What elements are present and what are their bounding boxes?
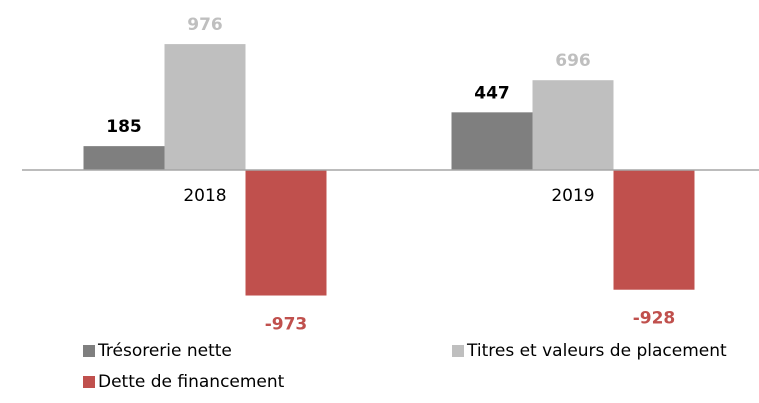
legend-swatch xyxy=(83,345,95,357)
value-label: 976 xyxy=(187,15,223,35)
value-label: -973 xyxy=(265,315,308,335)
legend-swatch xyxy=(83,376,95,388)
legend-label: Dette de financement xyxy=(98,372,285,392)
legend-label: Trésorerie nette xyxy=(97,341,232,361)
bar xyxy=(532,80,614,170)
value-label: 447 xyxy=(474,83,510,103)
bar xyxy=(164,44,246,170)
bar xyxy=(83,146,165,170)
x-tick-label: 2018 xyxy=(183,186,226,206)
legend-label: Titres et valeurs de placement xyxy=(466,341,727,361)
bar xyxy=(451,112,533,170)
value-label: -928 xyxy=(633,309,676,329)
value-label: 696 xyxy=(555,51,591,71)
value-label: 185 xyxy=(106,117,142,137)
x-tick-label: 2019 xyxy=(551,186,594,206)
bar xyxy=(613,170,695,290)
bar xyxy=(245,170,327,296)
legend-swatch xyxy=(452,345,464,357)
